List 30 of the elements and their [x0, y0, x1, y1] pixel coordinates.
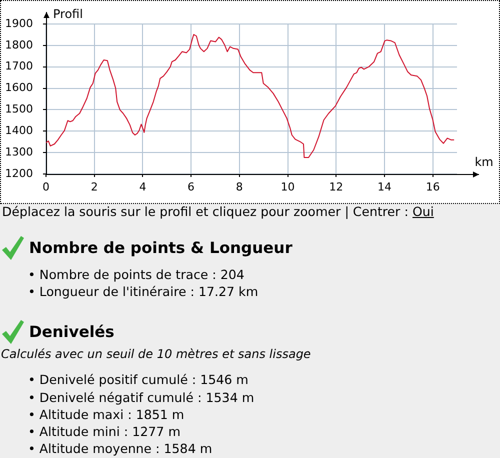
text: • Denivelé positif cumulé : 1546 m [28, 371, 250, 389]
x-axis-title: km [474, 155, 494, 170]
x-tick-label: 12 [329, 180, 344, 194]
y-tick-label: 1500 [5, 102, 33, 116]
y-tick-label: 1900 [5, 16, 33, 30]
text: • Nombre de points de trace : 204 [28, 266, 246, 284]
text: • Denivelé négatif cumulé : 1534 m [28, 388, 256, 406]
x-tick-label: 14 [377, 180, 392, 194]
y-tick-label: 1700 [5, 60, 33, 73]
x-tick-label: 0 [42, 180, 50, 194]
text: Calculés avec un seuil de 10 mètres et sans lissage [0, 346, 312, 362]
x-tick-label: 16 [426, 180, 440, 194]
y-tick-label: 1400 [5, 124, 33, 137]
text: Denivelés [29, 322, 114, 344]
y-axis-title: Profil [53, 7, 83, 22]
x-tick-label: 8 [236, 180, 243, 194]
y-tick-label: 1800 [5, 38, 33, 52]
y-tick-label: 1600 [5, 81, 33, 94]
text: • Longueur de l'itinéraire : 17.27 km [28, 283, 260, 300]
text: • Altitude maxi : 1851 m [28, 406, 186, 424]
text: • Altitude mini : 1277 m [28, 423, 182, 440]
text: Nombre de points & Longueur [29, 238, 292, 259]
text: Déplacez la souris sur le profil et cliquez pour zoomer | Centrer : Oui [1, 204, 435, 220]
y-tick-label: 1200 [5, 166, 33, 180]
x-tick-label: 4 [139, 180, 146, 194]
text: • Altitude moyenne : 1584 m [28, 440, 214, 458]
x-tick-label: 10 [280, 180, 295, 194]
x-tick-label: 2 [90, 180, 98, 194]
x-tick-label: 6 [188, 180, 195, 194]
y-tick-label: 1300 [5, 145, 33, 158]
